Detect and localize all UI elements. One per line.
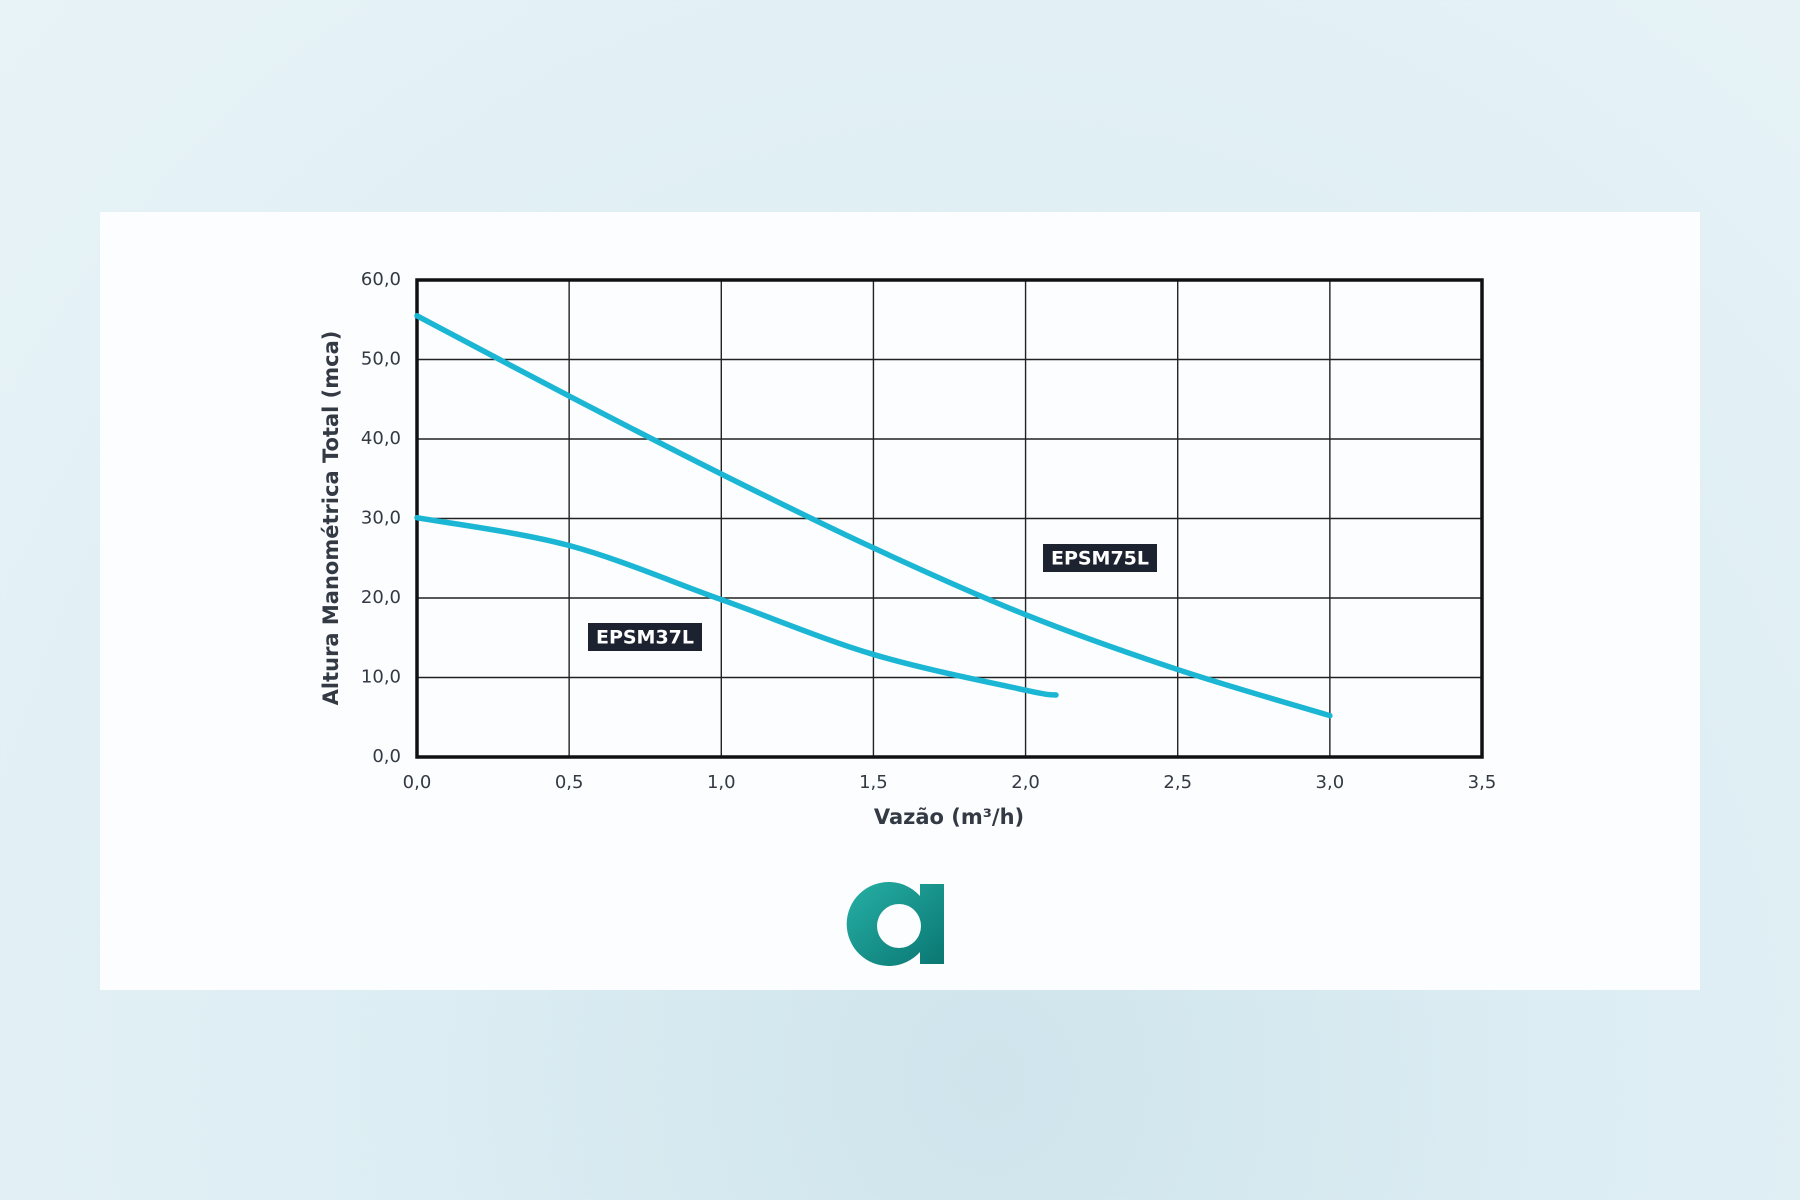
series-line	[414, 514, 1059, 698]
y-axis-title: Altura Manométrica Total (mca)	[319, 331, 343, 706]
y-tick-label: 60,0	[361, 269, 401, 290]
x-tick-label: 2,5	[1163, 772, 1192, 793]
y-tick-label: 50,0	[361, 349, 401, 370]
x-tick-label: 1,5	[859, 772, 888, 793]
x-tick-label: 1,0	[707, 772, 736, 793]
x-tick-label: 2,0	[1011, 772, 1040, 793]
x-tick-label: 3,5	[1468, 772, 1497, 793]
y-tick-label: 40,0	[361, 428, 401, 449]
y-tick-label: 10,0	[361, 667, 401, 688]
x-tick-label: 0,0	[403, 772, 432, 793]
x-tick-label: 0,5	[555, 772, 584, 793]
card	[100, 212, 1700, 990]
logo	[846, 882, 944, 966]
x-axis-title: Vazão (m³/h)	[874, 805, 1024, 829]
series-line	[414, 313, 1333, 719]
y-tick-label: 0,0	[372, 746, 401, 767]
series-label: EPSM75L	[1051, 548, 1149, 570]
series-label-box	[588, 623, 702, 651]
x-tick-label: 3,0	[1316, 772, 1345, 793]
series-label: EPSM37L	[596, 627, 694, 649]
y-tick-label: 20,0	[361, 587, 401, 608]
series-label-box	[1043, 544, 1157, 572]
logo-mark	[846, 882, 944, 966]
y-tick-label: 30,0	[361, 508, 401, 529]
